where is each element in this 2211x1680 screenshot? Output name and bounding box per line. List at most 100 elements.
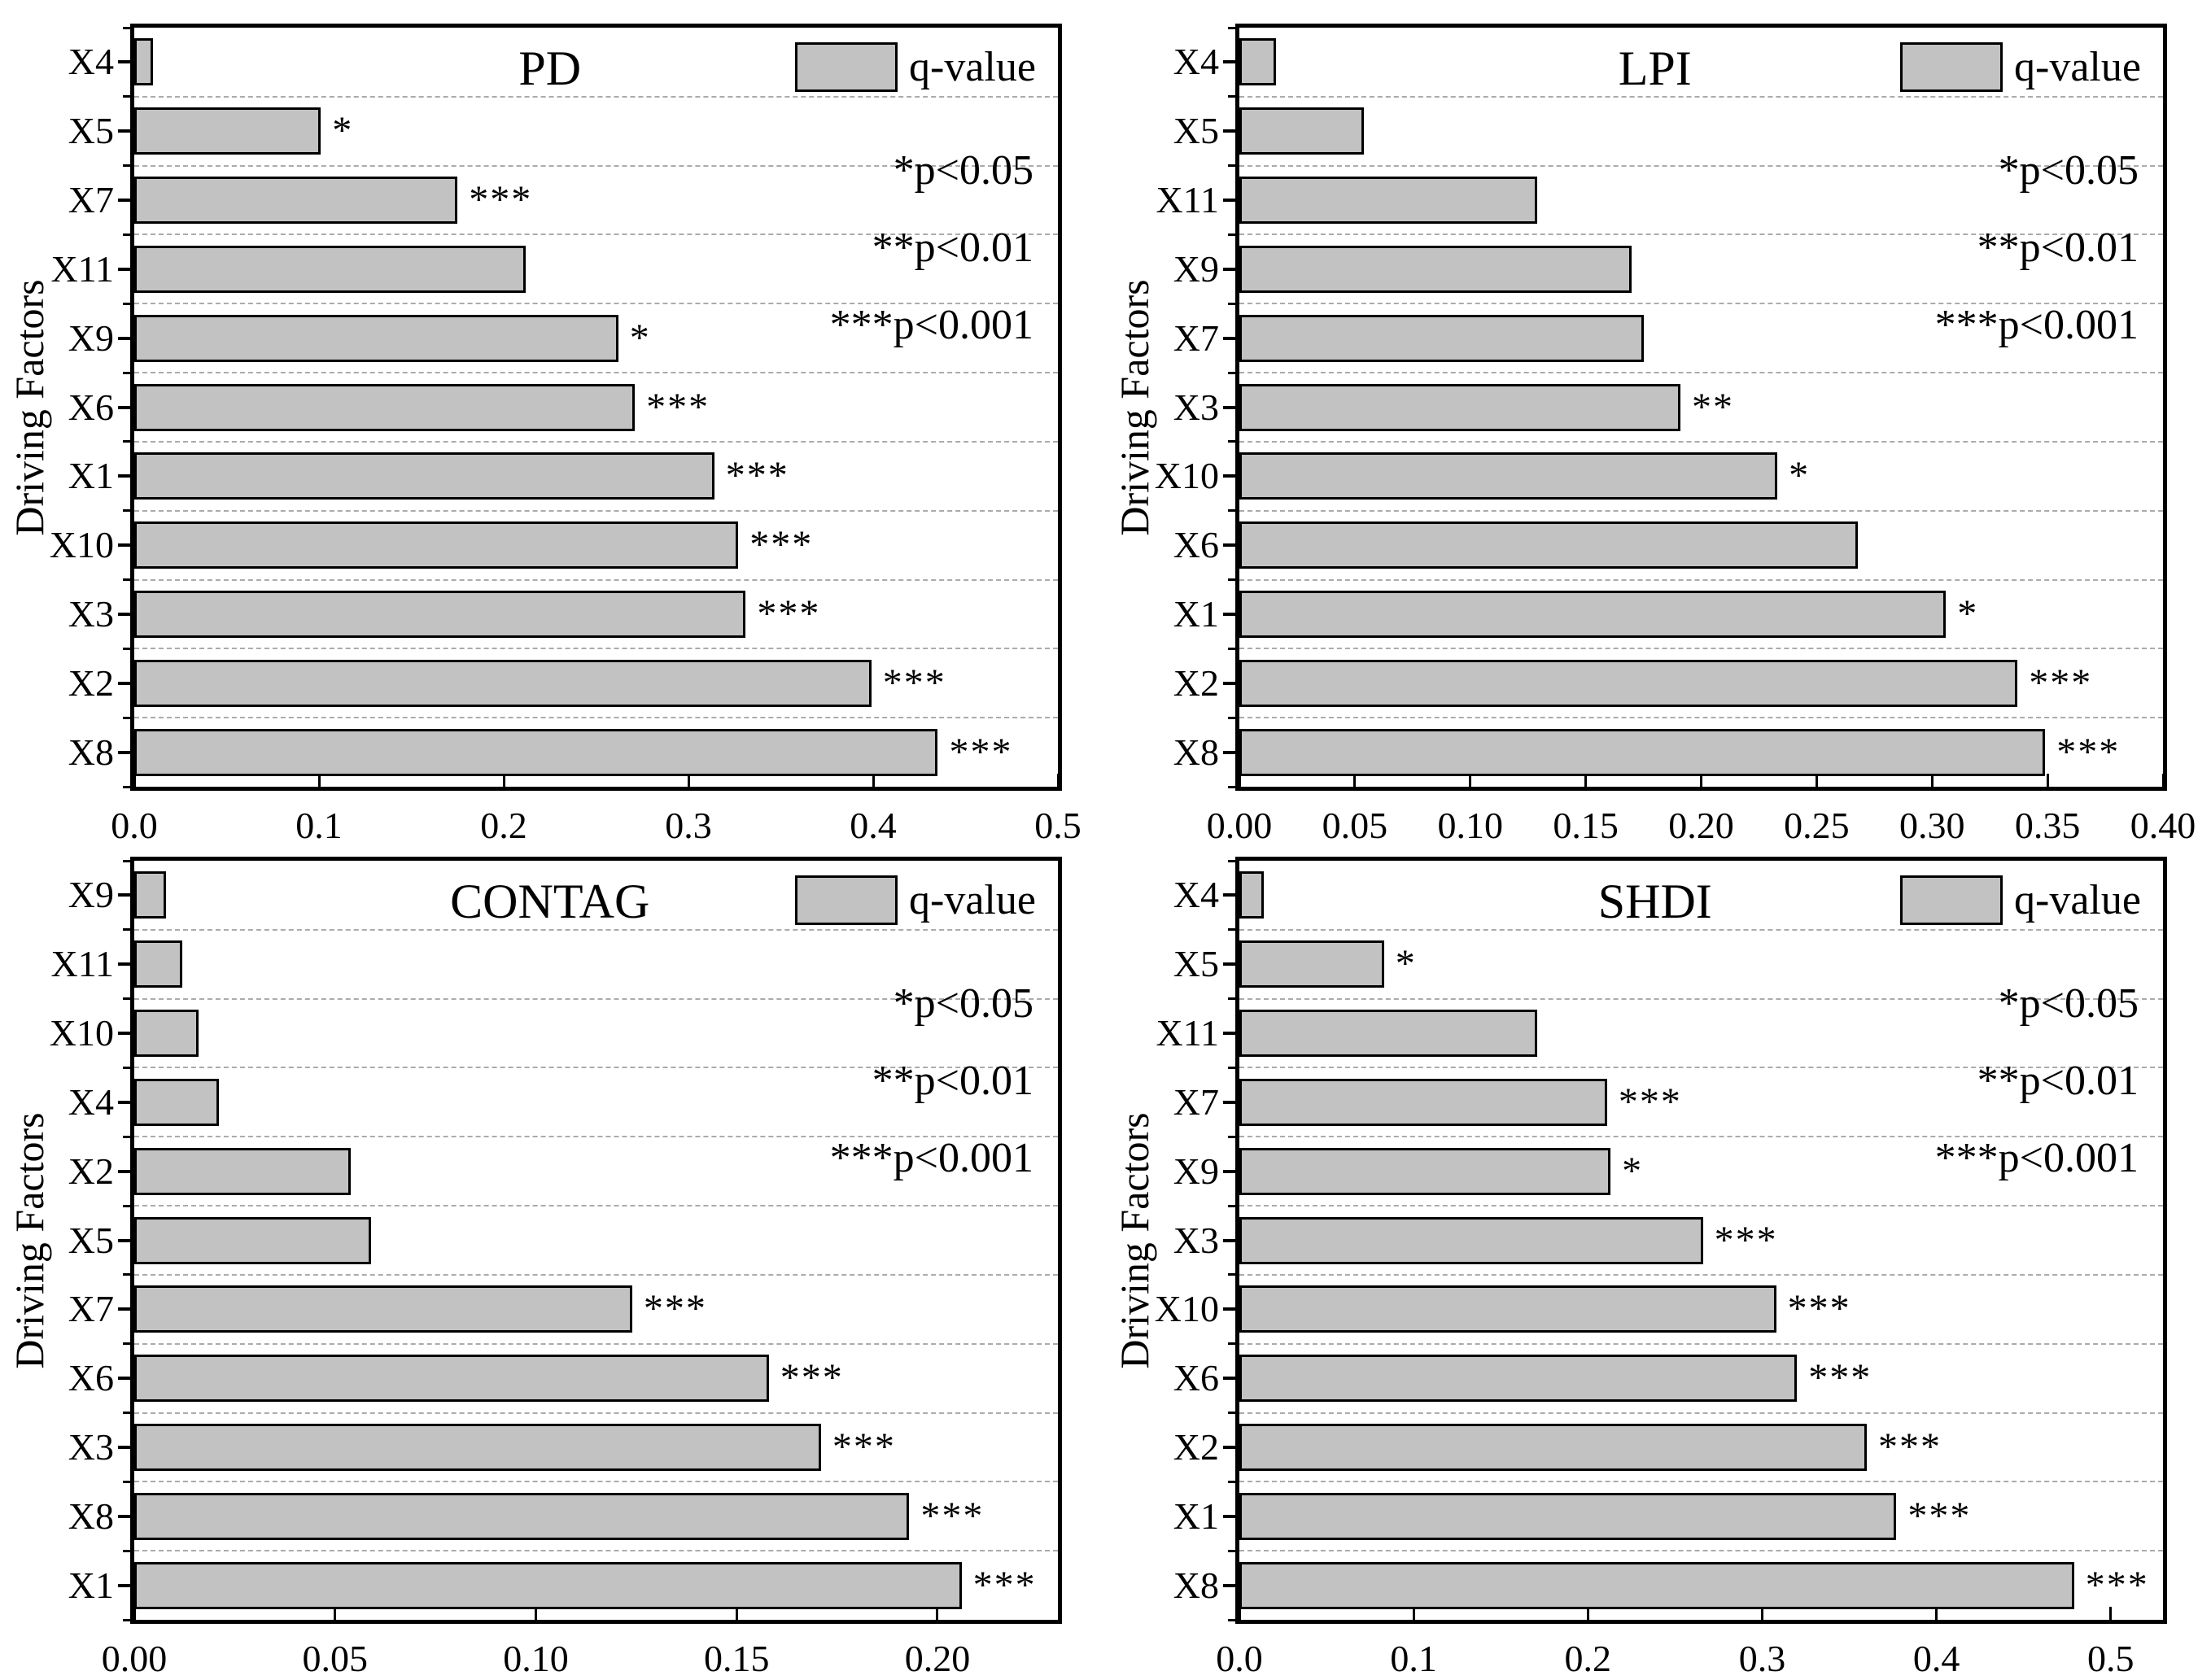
y-tick-mark [1223, 1307, 1235, 1311]
bar-x5 [1239, 107, 1365, 155]
category-label-x11: X11 [50, 247, 114, 290]
gridline [134, 1481, 1058, 1483]
significance-x1: *** [972, 1563, 1037, 1607]
y-minor-tick-mark [1228, 716, 1235, 719]
bar-x7 [1239, 1078, 1607, 1126]
x-tick-label: 0.15 [703, 1638, 770, 1679]
x-tick-mark [1412, 1607, 1415, 1620]
y-minor-tick-mark [123, 509, 130, 513]
x-tick-mark [133, 774, 136, 787]
y-minor-tick-mark [1228, 647, 1235, 650]
y-minor-tick-mark [123, 371, 130, 374]
bar-x7 [1239, 314, 1644, 362]
chart-title: PD [518, 41, 582, 95]
category-label-x11: X11 [50, 943, 114, 985]
legend-significance-line: **p<0.01 [872, 1058, 1033, 1104]
y-minor-tick-mark [123, 1618, 130, 1621]
y-minor-tick-mark [1228, 371, 1235, 374]
plot-area-pd: * *** * *** *** *** *** *** *** PD q-value *p<0.05 *… [130, 24, 1062, 791]
bar-x5 [134, 1216, 372, 1264]
y-tick-mark [118, 612, 130, 616]
y-tick-mark [118, 129, 130, 133]
category-label-x10: X10 [49, 524, 114, 566]
y-minor-tick-mark [1228, 302, 1235, 305]
y-minor-tick-mark [123, 1549, 130, 1552]
legend-significance-line: *p<0.05 [1998, 980, 2139, 1027]
bar-x10 [1239, 452, 1778, 500]
x-tick-mark [872, 774, 875, 787]
category-label-x4: X4 [68, 1080, 114, 1123]
gridline [134, 95, 1058, 98]
category-label-x4: X4 [1173, 41, 1219, 83]
category-label-x11: X11 [1156, 1012, 1219, 1054]
x-tick-label: 0.2 [1564, 1638, 1612, 1679]
gridline [1239, 1136, 2163, 1138]
category-label-x9: X9 [1173, 247, 1219, 290]
chart-title: LPI [1618, 41, 1692, 95]
gridline [134, 303, 1058, 305]
category-label-x2: X2 [1173, 661, 1219, 704]
y-tick-mark [1223, 1377, 1235, 1381]
y-minor-tick-mark [123, 1412, 130, 1415]
gridline [134, 1412, 1058, 1414]
significance-x3: *** [757, 591, 821, 635]
y-minor-tick-mark [123, 233, 130, 236]
y-tick-mark [118, 474, 130, 478]
category-label-x9: X9 [68, 874, 114, 916]
x-tick-mark [687, 774, 690, 787]
gridline [1239, 1412, 2163, 1414]
significance-x8: *** [949, 730, 1013, 774]
x-tick-mark [1056, 774, 1060, 787]
y-tick-mark [1223, 199, 1235, 203]
bar-x7 [134, 177, 458, 225]
category-label-x4: X4 [68, 41, 114, 83]
category-label-x6: X6 [68, 1357, 114, 1399]
y-tick-mark [1223, 1445, 1235, 1449]
y-minor-tick-mark [123, 578, 130, 582]
y-tick-mark [118, 893, 130, 897]
significance-x9: * [1622, 1149, 1644, 1193]
gridline [134, 1067, 1058, 1069]
y-tick-mark [118, 1032, 130, 1036]
bar-x9 [1239, 245, 1632, 293]
gridline [134, 1205, 1058, 1207]
gridline [134, 372, 1058, 374]
category-label-x5: X5 [1173, 943, 1219, 985]
chart-panel-shdi: * *** * *** *** *** *** *** *** SHDI q-value *p<0.0… [1105, 833, 2211, 1679]
bar-x1 [134, 1561, 962, 1609]
y-minor-tick-mark [1228, 785, 1235, 788]
y-tick-mark [1223, 1583, 1235, 1587]
bar-x5 [134, 107, 321, 155]
y-minor-tick-mark [1228, 1412, 1235, 1415]
y-tick-mark [118, 405, 130, 409]
bar-x8 [1239, 728, 2046, 776]
gridline [1239, 717, 2163, 719]
bar-x1 [1239, 1492, 1897, 1540]
y-tick-mark [1223, 1100, 1235, 1104]
gridline [134, 1136, 1058, 1138]
x-tick-mark [1586, 1607, 1589, 1620]
x-tick-label: 0.1 [1390, 1638, 1437, 1679]
legend-significance-line: ***p<0.001 [829, 1135, 1033, 1181]
x-tick-mark [534, 1607, 537, 1620]
x-tick-label: 0.1 [295, 805, 343, 846]
y-tick-mark [1223, 962, 1235, 967]
gridline [1239, 578, 2163, 581]
bar-x2 [134, 659, 872, 707]
gridline [1239, 1550, 2163, 1552]
x-tick-mark [1935, 1607, 1938, 1620]
bar-x8 [1239, 1561, 2074, 1609]
bar-x10 [1239, 1285, 1776, 1333]
y-tick-mark [118, 60, 130, 64]
y-tick-mark [1223, 129, 1235, 133]
y-minor-tick-mark [123, 997, 130, 1001]
category-label-x4: X4 [1173, 874, 1219, 916]
y-tick-mark [118, 1307, 130, 1311]
bar-x4 [1239, 38, 1277, 86]
y-tick-mark [118, 336, 130, 340]
category-label-x10: X10 [49, 1012, 114, 1054]
y-minor-tick-mark [123, 1342, 130, 1346]
y-minor-tick-mark [1228, 1342, 1235, 1346]
x-tick-label: 0.30 [1899, 805, 1965, 846]
